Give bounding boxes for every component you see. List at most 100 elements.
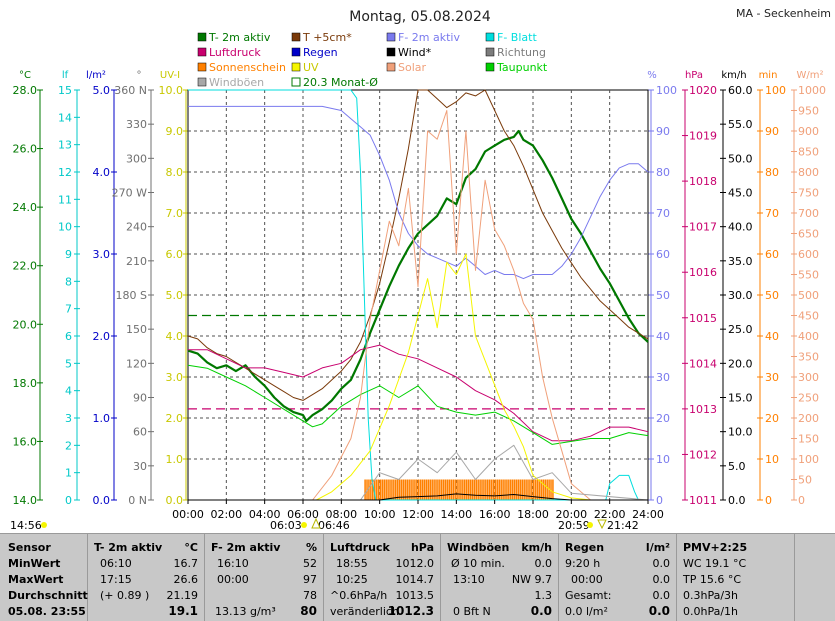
sunshine-bar	[477, 479, 479, 500]
sunshine-bar	[450, 479, 453, 500]
regen-rate: 0.0 l/m²	[565, 605, 608, 618]
legend-swatch-taupunkt	[485, 62, 495, 72]
druck-unit: hPa	[410, 541, 434, 554]
chart-axes: °C28.026.024.022.020.018.016.014.0lf1514…	[13, 70, 827, 507]
t2m-current: 19.1	[168, 604, 198, 618]
wind_kmh-tick-label: 5.0	[728, 460, 746, 473]
sunshine-bar	[456, 479, 458, 500]
sunshine-bar	[479, 479, 481, 500]
legend-swatch-fblatt	[485, 32, 495, 42]
lux-tick-label: 1	[65, 467, 72, 480]
lux-tick-label: 9	[65, 248, 72, 261]
humidity-tick-label: 40	[656, 330, 670, 343]
minutes-axis-unit: min	[759, 70, 778, 81]
solar_wm2-tick-label: 250	[798, 392, 819, 405]
sunshine-bar	[475, 479, 478, 500]
minutes-tick-label: 80	[765, 166, 779, 179]
stats-col-sensor: Sensor MinWert MaxWert Durchschnitt 05.0…	[0, 534, 88, 621]
solar_wm2-tick-label: 500	[798, 289, 819, 302]
wind_kmh-tick-label: 45.0	[728, 187, 753, 200]
chart-legend: T- 2m aktiv T +5cm* F- 2m aktiv F- Blatt Luf…	[197, 31, 548, 89]
legend-swatch-f2m	[386, 32, 396, 42]
sunshine-bar	[483, 479, 485, 500]
sunshine-bar	[429, 479, 432, 500]
humidity-axis-unit: %	[647, 70, 657, 81]
sunshine-bar	[379, 479, 382, 500]
dusk-icon	[597, 519, 607, 530]
legend-label-t2m: T- 2m aktiv	[208, 31, 271, 44]
solar_wm2-tick-label: 900	[798, 125, 819, 138]
sunshine-bar	[400, 479, 403, 500]
lux-tick-label: 0	[65, 494, 72, 507]
uv_index-tick-label: 4.0	[166, 330, 184, 343]
sunshine-bar	[435, 479, 437, 500]
wind-mean: 1.3	[534, 589, 553, 602]
sunshine-bar	[421, 479, 424, 500]
pressure-tick-label: 1016	[689, 266, 717, 279]
sunshine-bar	[487, 479, 489, 500]
direction-tick-label: 240	[126, 221, 147, 234]
sunshine-bar	[531, 479, 533, 500]
uv_index-tick-label: 6.0	[166, 248, 184, 261]
sunshine-bar	[437, 479, 439, 500]
solar_wm2-tick-label: 750	[798, 187, 819, 200]
sunshine-bar	[496, 479, 499, 500]
legend-label-solar: Solar	[398, 61, 427, 74]
sunshine-bar	[465, 479, 468, 500]
sunshine-bar	[525, 479, 527, 500]
sensor-header: Sensor	[8, 541, 51, 554]
pressure-tick-label: 1018	[689, 175, 717, 188]
solar_wm2-tick-label: 950	[798, 105, 819, 118]
druck-header: Luftdruck	[330, 541, 390, 554]
rain-tick-label: 5.0	[93, 84, 111, 97]
f2m-min: 52	[303, 557, 317, 570]
now-marker-icon	[41, 522, 47, 528]
sunshine-bar	[364, 479, 366, 500]
station-name: MA - Seckenheim	[736, 7, 831, 20]
plot-area	[187, 89, 649, 501]
f2m-max-time: 00:00	[217, 573, 249, 586]
legend-label-wind: Wind*	[398, 46, 432, 59]
sunshine-bar	[488, 479, 491, 500]
series-line-1	[187, 89, 649, 401]
dusk-time: 21:42	[607, 519, 639, 532]
sunshine-bar	[481, 479, 483, 500]
druck-current: 1012.3	[387, 604, 434, 618]
lux-tick-label: 2	[65, 439, 72, 452]
humidity-tick-label: 0	[656, 494, 663, 507]
x-tick-label: 04:00	[249, 508, 281, 521]
t2m-avg: 21.19	[166, 589, 199, 602]
wind-avg-label: Ø 10 min.	[451, 557, 505, 570]
weather-chart: Montag, 05.08.2024 MA - Seckenheim T- 2m…	[10, 7, 831, 532]
direction-tick-label: 180 S	[116, 289, 147, 302]
uv_index-tick-label: 5.0	[166, 289, 184, 302]
sunshine-bar	[377, 479, 380, 500]
wind-current: 0.0	[530, 604, 552, 618]
rain-axis-unit: l/m²	[86, 70, 106, 81]
pressure-tick-label: 1019	[689, 130, 717, 143]
wind-max-time: 13:10	[453, 573, 485, 586]
sunshine-bar	[464, 479, 466, 500]
humidity-tick-label: 90	[656, 125, 670, 138]
legend-swatch-t5cm	[291, 32, 301, 42]
legend-swatch-solar	[386, 62, 396, 72]
sunshine-bar	[408, 479, 410, 500]
series-line-0	[187, 129, 649, 422]
legend-label-boeen: Windböen	[209, 76, 264, 89]
lux-tick-label: 13	[58, 139, 72, 152]
x-tick-label: 10:00	[364, 508, 396, 521]
sunshine-bar	[393, 479, 395, 500]
rain-tick-label: 1.0	[93, 412, 111, 425]
f2m-header: F- 2m aktiv	[211, 541, 281, 554]
stats-col-pmv: PMV+2:25 WC 19.1 °C TP 15.6 °C 0.3hPa/3h…	[677, 534, 795, 621]
sunshine-bar	[533, 479, 535, 500]
direction-tick-label: 300	[126, 152, 147, 165]
regen-duration: 9:20 h	[565, 557, 601, 570]
wind-bft: 0 Bft N	[453, 605, 491, 618]
stats-panel: Sensor MinWert MaxWert Durchschnitt 05.0…	[0, 533, 835, 621]
x-tick-label: 20:00	[555, 508, 587, 521]
solar_wm2-tick-label: 1000	[798, 84, 826, 97]
series-line-6	[188, 253, 648, 501]
sunset-icon	[587, 522, 593, 528]
minutes-tick-label: 20	[765, 412, 779, 425]
